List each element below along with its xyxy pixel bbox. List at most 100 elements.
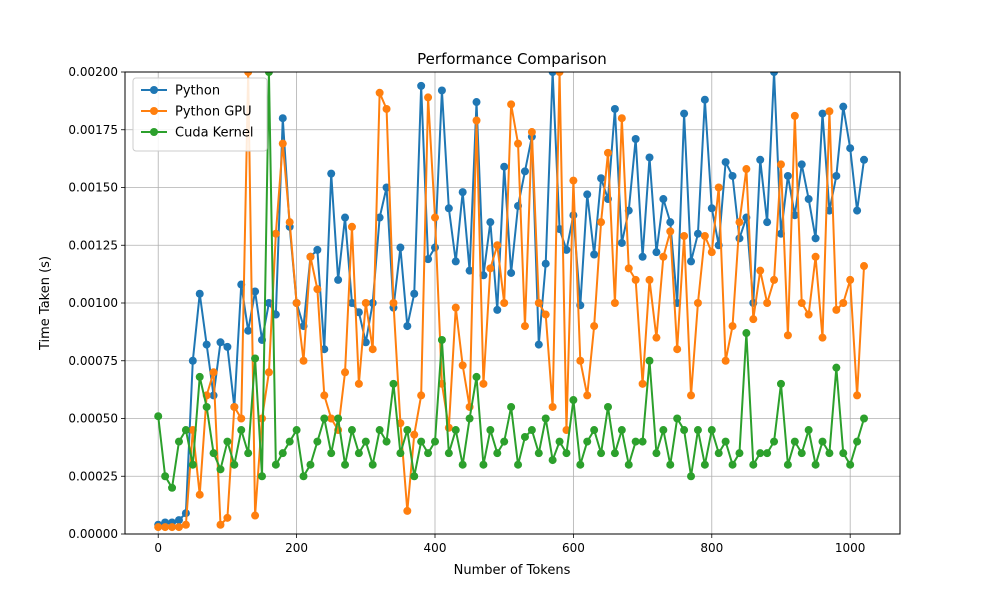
data-point-cuda-kernel [832,363,841,372]
data-point-cuda-kernel [410,472,419,481]
data-point-cuda-kernel [707,426,716,435]
data-point-python-gpu [327,414,336,423]
data-point-cuda-kernel [770,437,779,446]
data-point-python [396,243,405,252]
data-point-cuda-kernel [417,437,426,446]
legend-label-python: Python [175,84,220,99]
data-point-python-gpu [818,333,827,342]
data-point-cuda-kernel [548,456,557,465]
data-point-python [465,266,474,275]
data-point-cuda-kernel [389,379,398,388]
data-point-python-gpu [541,310,550,319]
data-point-python-gpu [472,116,481,125]
data-point-python-gpu [410,430,419,439]
y-tick-label: 0.00050 [68,412,118,426]
data-point-cuda-kernel [610,449,619,458]
data-point-python [188,356,197,365]
data-point-python [534,340,543,349]
data-point-python-gpu [652,333,661,342]
data-point-python-gpu [216,520,225,529]
data-point-python-gpu [783,331,792,340]
data-point-python-gpu [624,264,633,273]
x-tick-label: 400 [424,541,447,555]
data-point-cuda-kernel [472,372,481,381]
data-point-cuda-kernel [783,460,792,469]
data-point-python-gpu [424,93,433,102]
data-point-python-gpu [763,299,772,307]
data-point-python [638,252,647,261]
data-point-cuda-kernel [451,426,460,435]
data-point-python-gpu [271,229,280,238]
data-point-cuda-kernel [624,460,633,469]
data-point-cuda-kernel [666,460,675,469]
data-point-cuda-kernel [237,426,246,435]
legend-marker-python [150,86,158,94]
data-point-cuda-kernel [341,460,350,469]
data-point-python-gpu [458,361,467,370]
data-point-python [693,229,702,238]
data-point-python-gpu [721,356,730,365]
data-point-cuda-kernel [493,449,502,458]
data-point-cuda-kernel [652,449,661,458]
data-point-python-gpu [251,511,260,520]
data-point-python-gpu [603,148,612,157]
series-python-gpu [154,72,869,532]
data-point-python [659,195,668,204]
y-tick-label: 0.00100 [68,296,118,310]
data-point-python-gpu [804,310,813,319]
data-point-cuda-kernel [514,460,523,469]
data-point-python [597,174,606,183]
data-point-cuda-kernel [839,449,848,458]
data-point-python [334,275,343,284]
data-point-python-gpu [776,160,785,169]
data-point-cuda-kernel [396,449,405,458]
data-point-cuda-kernel [285,437,294,446]
data-point-python-gpu [313,285,322,294]
data-point-python-gpu [693,299,702,307]
data-point-python-gpu [742,165,751,174]
data-point-cuda-kernel [541,414,550,423]
data-point-python-gpu [244,72,253,76]
data-point-python-gpu [347,222,356,231]
data-point-python-gpu [375,88,384,97]
data-point-cuda-kernel [271,460,280,469]
y-tick-label: 0.00125 [68,238,118,252]
data-point-cuda-kernel [742,329,751,338]
legend-label-cuda-kernel: Cuda Kernel [175,126,254,141]
data-point-python-gpu [451,303,460,312]
data-point-python-gpu [548,402,557,411]
data-point-cuda-kernel [776,379,785,388]
data-point-python [700,95,709,104]
data-point-python [327,169,336,178]
data-point-cuda-kernel [479,460,488,469]
y-tick-label: 0.00025 [68,469,118,483]
data-point-python-gpu [520,322,529,331]
series-cuda-kernel [154,72,869,492]
data-point-python-gpu [486,264,495,273]
data-point-python-gpu [700,232,709,241]
data-point-python [520,167,529,176]
data-point-python-gpu [860,262,869,271]
data-point-cuda-kernel [299,472,308,481]
data-point-python-gpu [368,345,377,354]
data-point-python-gpu [673,345,682,354]
data-point-python-gpu [610,299,619,307]
y-tick-label: 0.00000 [68,527,118,541]
data-point-python [216,338,225,347]
data-point-cuda-kernel [818,437,827,446]
data-point-python-gpu [514,139,523,148]
data-point-python-gpu [209,368,218,377]
data-point-python-gpu [583,391,592,400]
data-point-python-gpu [680,232,689,241]
legend: Python Python GPU Cuda Kernel [132,77,268,152]
data-point-python-gpu [285,218,294,227]
data-point-cuda-kernel [244,449,253,458]
legend-marker-cuda-kernel [150,128,158,136]
data-point-cuda-kernel [520,432,529,441]
legend-label-python-gpu: Python GPU [175,105,252,120]
data-point-python [666,218,675,227]
data-point-python [797,160,806,169]
data-point-python [541,259,550,268]
data-point-cuda-kernel [500,437,509,446]
data-point-python-gpu [714,183,723,192]
